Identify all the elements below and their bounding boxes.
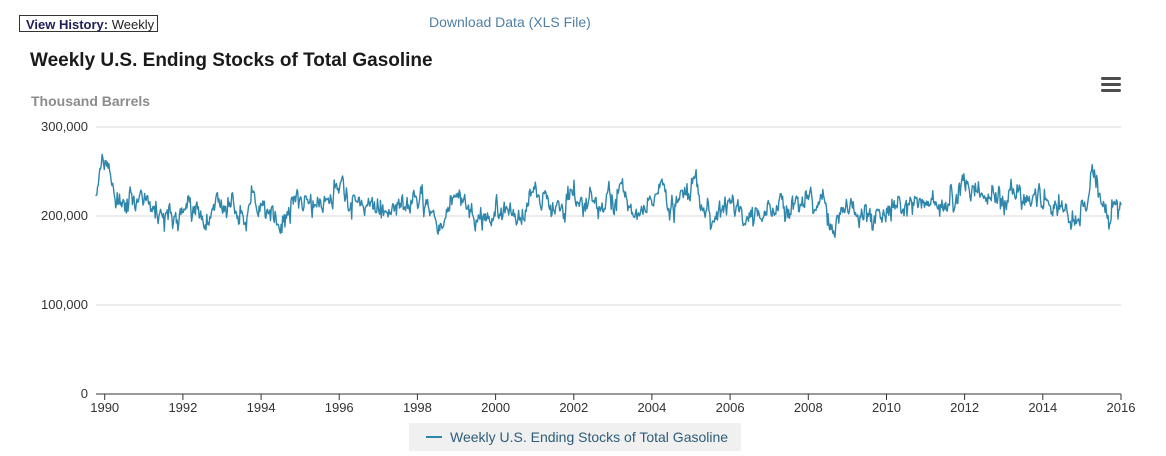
svg-text:200,000: 200,000 (41, 208, 88, 223)
svg-text:1998: 1998 (403, 400, 432, 415)
svg-text:2010: 2010 (872, 400, 901, 415)
svg-text:100,000: 100,000 (41, 297, 88, 312)
svg-text:2014: 2014 (1028, 400, 1057, 415)
svg-text:2006: 2006 (716, 400, 745, 415)
svg-text:2002: 2002 (559, 400, 588, 415)
svg-text:2016: 2016 (1107, 400, 1136, 415)
svg-text:1994: 1994 (247, 400, 276, 415)
svg-text:1990: 1990 (90, 400, 119, 415)
svg-text:0: 0 (81, 386, 88, 401)
svg-text:1992: 1992 (168, 400, 197, 415)
svg-text:300,000: 300,000 (41, 119, 88, 134)
svg-text:2012: 2012 (950, 400, 979, 415)
svg-text:2004: 2004 (637, 400, 666, 415)
svg-text:2008: 2008 (794, 400, 823, 415)
svg-text:2000: 2000 (481, 400, 510, 415)
svg-text:1996: 1996 (325, 400, 354, 415)
